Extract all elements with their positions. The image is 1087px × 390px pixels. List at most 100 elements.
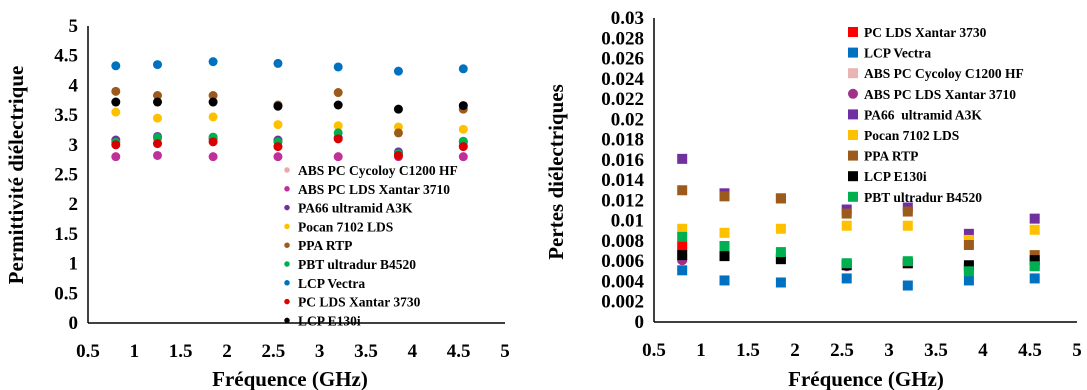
data-point-right-s1-p0 <box>677 265 688 276</box>
legend-marker <box>848 150 858 161</box>
y-tick-label: 0.008 <box>601 231 644 252</box>
data-point-left-s8-p5 <box>393 104 403 114</box>
legend-marker <box>284 298 290 305</box>
data-point-left-s7-p0 <box>111 140 121 150</box>
y-tick-label: 0.028 <box>601 28 644 49</box>
y-tick-label: 1.5 <box>54 224 78 245</box>
data-point-left-s8-p3 <box>273 101 283 111</box>
y-tick-label: 3 <box>69 135 79 156</box>
y-tick-label: 0.012 <box>601 190 644 211</box>
legend-label: PA66 ultramid A3K <box>298 201 413 216</box>
data-point-left-s1-p3 <box>273 152 283 162</box>
y-tick-label: 2.5 <box>54 165 78 186</box>
data-point-left-s3-p1 <box>153 113 162 123</box>
y-tick-label: 0 <box>635 312 645 333</box>
y-tick-label: 0.002 <box>601 292 644 313</box>
y-tick-label: 0.03 <box>611 8 644 29</box>
data-point-right-s1-p1 <box>719 275 730 286</box>
legend-marker <box>284 204 290 211</box>
data-point-left-s4-p0 <box>111 86 121 96</box>
data-point-right-s0-p0 <box>677 241 688 251</box>
legend-label: Pocan 7102 LDS <box>298 219 393 234</box>
legend-label: ABS PC LDS Xantar 3710 <box>298 182 450 197</box>
data-point-right-s6-p3 <box>841 208 852 219</box>
data-point-right-s1-p5 <box>963 275 974 286</box>
x-tick-label: 0.5 <box>642 340 666 361</box>
data-point-left-s1-p6 <box>458 152 468 162</box>
legend-marker <box>284 186 290 192</box>
data-point-left-s7-p4 <box>333 134 343 144</box>
y-tick-label: 0.004 <box>601 271 644 292</box>
data-point-right-s6-p1 <box>719 191 730 202</box>
data-point-right-s1-p3 <box>841 273 852 284</box>
x-tick-label: 1.5 <box>169 341 193 362</box>
data-point-right-s4-p6 <box>1029 213 1040 224</box>
data-point-left-s3-p3 <box>273 120 283 130</box>
x-tick-label: 3.5 <box>354 341 378 362</box>
data-point-right-s1-p6 <box>1029 273 1040 284</box>
data-point-right-s1-p2 <box>775 277 786 288</box>
data-point-left-s7-p6 <box>458 142 468 152</box>
data-point-left-s7-p2 <box>208 137 218 147</box>
data-point-right-s6-p4 <box>902 206 913 217</box>
y-tick-label: 0.014 <box>601 170 644 191</box>
y-tick-label: 0.5 <box>54 283 78 304</box>
x-tick-label: 2 <box>790 340 800 361</box>
data-point-right-s8-p4 <box>902 256 913 267</box>
data-point-left-s1-p1 <box>153 150 162 160</box>
data-point-right-s7-p2 <box>775 254 786 265</box>
x-tick-label: 3.5 <box>924 340 948 361</box>
y-tick-label: 0.022 <box>601 89 644 110</box>
legend-label: PPA RTP <box>864 149 918 164</box>
x-tick-label: 1 <box>696 340 706 361</box>
right-y-tick-labels: 00.0020.0040.0060.0080.010.0120.0140.016… <box>601 8 644 333</box>
data-point-right-s8-p3 <box>841 258 852 269</box>
data-point-left-s4-p5 <box>393 128 403 138</box>
legend-marker <box>848 68 858 79</box>
y-tick-label: 0.01 <box>611 211 644 232</box>
legend-marker <box>848 27 858 37</box>
legend-marker <box>284 261 290 267</box>
right-legend: PC LDS Xantar 3730 LCP Vectra ABS PC Cycol… <box>848 25 1024 205</box>
legend-label: LCP Vectra <box>864 46 931 61</box>
legend-marker <box>284 242 290 248</box>
right-data-points <box>677 153 1040 291</box>
x-tick-label: 4.5 <box>447 341 471 362</box>
legend-label: ABS PC LDS Xantar 3710 <box>864 87 1016 102</box>
legend-label: PC LDS Xantar 3730 <box>298 295 421 310</box>
data-point-left-s6-p5 <box>393 66 403 76</box>
y-tick-label: 4 <box>69 75 79 96</box>
data-point-left-s8-p0 <box>111 97 121 107</box>
y-tick-label: 0 <box>69 313 79 334</box>
x-tick-label: 5 <box>500 341 510 362</box>
legend-label: PC LDS Xantar 3730 <box>864 25 987 40</box>
legend-marker <box>848 191 858 202</box>
right-x-axis-title: Fréquence (GHz) <box>788 367 944 390</box>
data-point-right-s7-p6 <box>1029 255 1040 266</box>
legend-marker <box>848 130 858 140</box>
dielectric-loss-chart: 00.0020.0040.0060.0080.010.0120.0140.016… <box>544 8 1082 390</box>
data-point-left-s3-p6 <box>458 124 468 134</box>
data-point-right-s5-p3 <box>841 220 852 231</box>
data-point-left-s7-p5 <box>393 150 403 160</box>
y-tick-label: 0.016 <box>601 150 644 171</box>
y-tick-label: 3.5 <box>54 105 78 126</box>
data-point-left-s6-p0 <box>111 61 121 71</box>
y-tick-label: 0.006 <box>601 251 644 272</box>
data-point-right-s8-p1 <box>719 241 730 251</box>
y-tick-label: 0.02 <box>611 109 644 130</box>
x-tick-label: 5 <box>1072 340 1082 361</box>
data-point-right-s4-p5 <box>963 228 974 239</box>
y-tick-label: 2 <box>69 194 79 215</box>
data-point-right-s5-p0 <box>677 223 688 234</box>
data-point-left-s1-p2 <box>208 152 218 162</box>
legend-label: LCP E130i <box>864 169 927 184</box>
x-tick-label: 2.5 <box>261 341 285 362</box>
legend-label: ABS PC Cycoloy C1200 HF <box>298 163 458 178</box>
y-tick-label: 1 <box>69 254 79 275</box>
data-point-right-s6-p5 <box>963 239 974 250</box>
data-point-right-s7-p5 <box>963 260 974 271</box>
data-point-right-s7-p0 <box>677 250 688 261</box>
x-tick-label: 0.5 <box>76 341 100 362</box>
